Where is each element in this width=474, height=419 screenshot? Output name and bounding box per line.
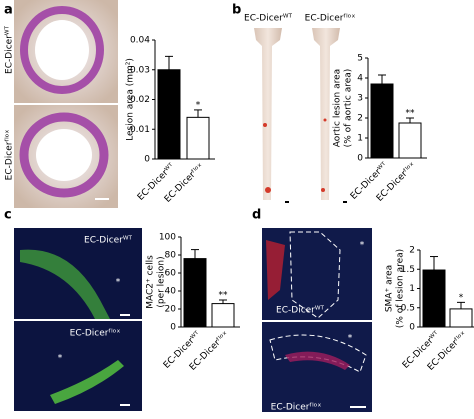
image-marker: * bbox=[58, 354, 63, 364]
y-tick-label: 60 bbox=[165, 269, 177, 279]
y-tick-label: 20 bbox=[165, 305, 177, 315]
bar bbox=[449, 308, 473, 328]
image-marker: * bbox=[116, 278, 121, 288]
image-label: EC-Dicerᶠˡᵒˣ bbox=[271, 403, 322, 413]
y-tick-label: 0.03 bbox=[130, 65, 150, 75]
panel-d-images bbox=[262, 228, 372, 412]
panel-a-images bbox=[14, 0, 118, 208]
image-label: EC-Dicerᵂᵀ bbox=[244, 14, 292, 24]
image-label: EC-Dicerᵂᵀ bbox=[276, 306, 324, 316]
bar bbox=[186, 116, 210, 160]
image-label: EC-Dicerᵂᵀ bbox=[5, 26, 15, 74]
y-tick-label: 0.02 bbox=[130, 95, 150, 105]
y-tick-label: 80 bbox=[165, 251, 177, 261]
image-marker: * bbox=[348, 334, 353, 344]
image-marker: * bbox=[360, 241, 365, 251]
bar bbox=[370, 83, 394, 159]
panel-label: d bbox=[252, 208, 261, 223]
y-tick-label: 0 bbox=[170, 323, 176, 333]
y-axis-label: SMA⁺ area bbox=[385, 265, 395, 312]
bar bbox=[183, 258, 207, 328]
y-tick-label: 0 bbox=[144, 155, 150, 165]
y-axis-label: (% of aortic area) bbox=[344, 69, 354, 148]
panel-b-images bbox=[254, 28, 347, 203]
y-tick-label: 0.01 bbox=[130, 125, 150, 135]
y-tick-label: 5 bbox=[357, 54, 363, 64]
y-tick-label: 0.04 bbox=[130, 36, 150, 46]
significance: * bbox=[196, 100, 201, 110]
bar bbox=[398, 122, 422, 159]
significance: ** bbox=[219, 291, 229, 301]
y-axis-label: Aortic lesion area bbox=[333, 69, 343, 147]
image-label: EC-Dicerᶠˡᵒˣ bbox=[305, 14, 356, 24]
y-tick-label: 1.5 bbox=[401, 265, 415, 275]
y-tick-label: 100 bbox=[159, 233, 176, 243]
image-label: EC-Dicerᶠˡᵒˣ bbox=[5, 130, 15, 181]
y-tick-label: 0 bbox=[409, 323, 415, 333]
y-tick-label: 0 bbox=[357, 154, 363, 164]
bar bbox=[422, 269, 446, 328]
y-tick-label: 0.5 bbox=[401, 303, 415, 313]
image-label: EC-Dicerᶠˡᵒˣ bbox=[70, 329, 121, 339]
y-tick-label: 2 bbox=[357, 114, 363, 124]
bar bbox=[157, 69, 181, 160]
image-label: EC-Dicerᵂᵀ bbox=[84, 236, 132, 246]
y-axis-label: Lesion area (mm²) bbox=[126, 58, 136, 141]
y-tick-label: 3 bbox=[357, 94, 363, 104]
y-tick-label: 1 bbox=[409, 284, 415, 294]
significance: ** bbox=[406, 109, 416, 119]
y-tick-label: 4 bbox=[357, 74, 363, 84]
panel-label: a bbox=[4, 3, 13, 18]
bar bbox=[211, 303, 235, 328]
panel-label: c bbox=[4, 208, 12, 223]
y-tick-label: 1 bbox=[357, 134, 363, 144]
y-tick-label: 2 bbox=[409, 246, 415, 256]
panel-c-images bbox=[14, 228, 142, 411]
y-axis-label: (per lesion) bbox=[157, 256, 167, 307]
y-tick-label: 40 bbox=[165, 287, 177, 297]
significance: * bbox=[459, 293, 464, 303]
panel-label: b bbox=[232, 3, 241, 18]
y-axis-label: MAC2⁺ cells bbox=[146, 255, 156, 309]
y-axis-label: (% of lesion area) bbox=[396, 249, 406, 328]
